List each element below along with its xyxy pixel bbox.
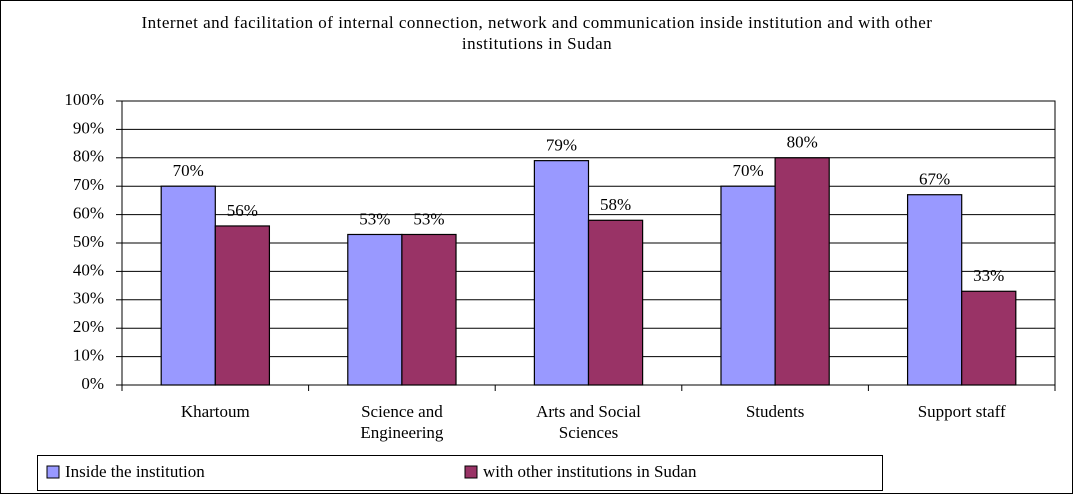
bar: [214, 225, 271, 386]
data-label: 80%: [787, 133, 818, 152]
legend-swatch: [464, 465, 478, 479]
x-tick-label: Arts and Social Sciences: [536, 402, 641, 442]
x-tick-label: Support staff: [917, 402, 1006, 421]
x-tick-label: Students: [745, 402, 805, 421]
y-tick-label: 0%: [81, 374, 104, 393]
y-tick-label: 40%: [73, 260, 104, 279]
data-label: 53%: [413, 209, 444, 228]
data-label: 33%: [973, 266, 1004, 285]
bar: [587, 219, 644, 386]
y-tick-label: 50%: [73, 232, 104, 251]
bar: [347, 233, 403, 386]
legend-swatch: [46, 465, 60, 479]
bar: [720, 185, 776, 386]
legend-label: Inside the institution: [65, 462, 205, 481]
bar: [401, 233, 457, 386]
y-tick-label: 80%: [73, 147, 104, 166]
data-label: 67%: [919, 170, 950, 189]
x-tick-label: Khartoum: [180, 402, 250, 421]
y-tick-label: 30%: [73, 289, 104, 308]
bar: [533, 160, 590, 386]
data-label: 58%: [600, 195, 631, 214]
bar: [774, 157, 830, 386]
y-tick-label: 90%: [73, 118, 104, 137]
x-tick-label: Science and Engineering: [360, 402, 444, 442]
bar: [906, 194, 963, 386]
bar: [961, 290, 1017, 386]
data-label: 79%: [546, 136, 577, 155]
bar: [160, 185, 216, 386]
chart-title: Internet and facilitation of internal co…: [141, 13, 933, 53]
legend-label: with other institutions in Sudan: [483, 462, 697, 481]
y-tick-label: 10%: [73, 346, 104, 365]
legend-box: [37, 455, 883, 491]
data-label: 70%: [173, 161, 204, 180]
y-tick-label: 60%: [73, 204, 104, 223]
y-tick-label: 70%: [73, 175, 104, 194]
data-label: 56%: [227, 201, 258, 220]
y-tick-label: 100%: [64, 90, 104, 109]
y-tick-label: 20%: [73, 317, 104, 336]
data-label: 70%: [732, 161, 763, 180]
data-label: 53%: [359, 209, 390, 228]
